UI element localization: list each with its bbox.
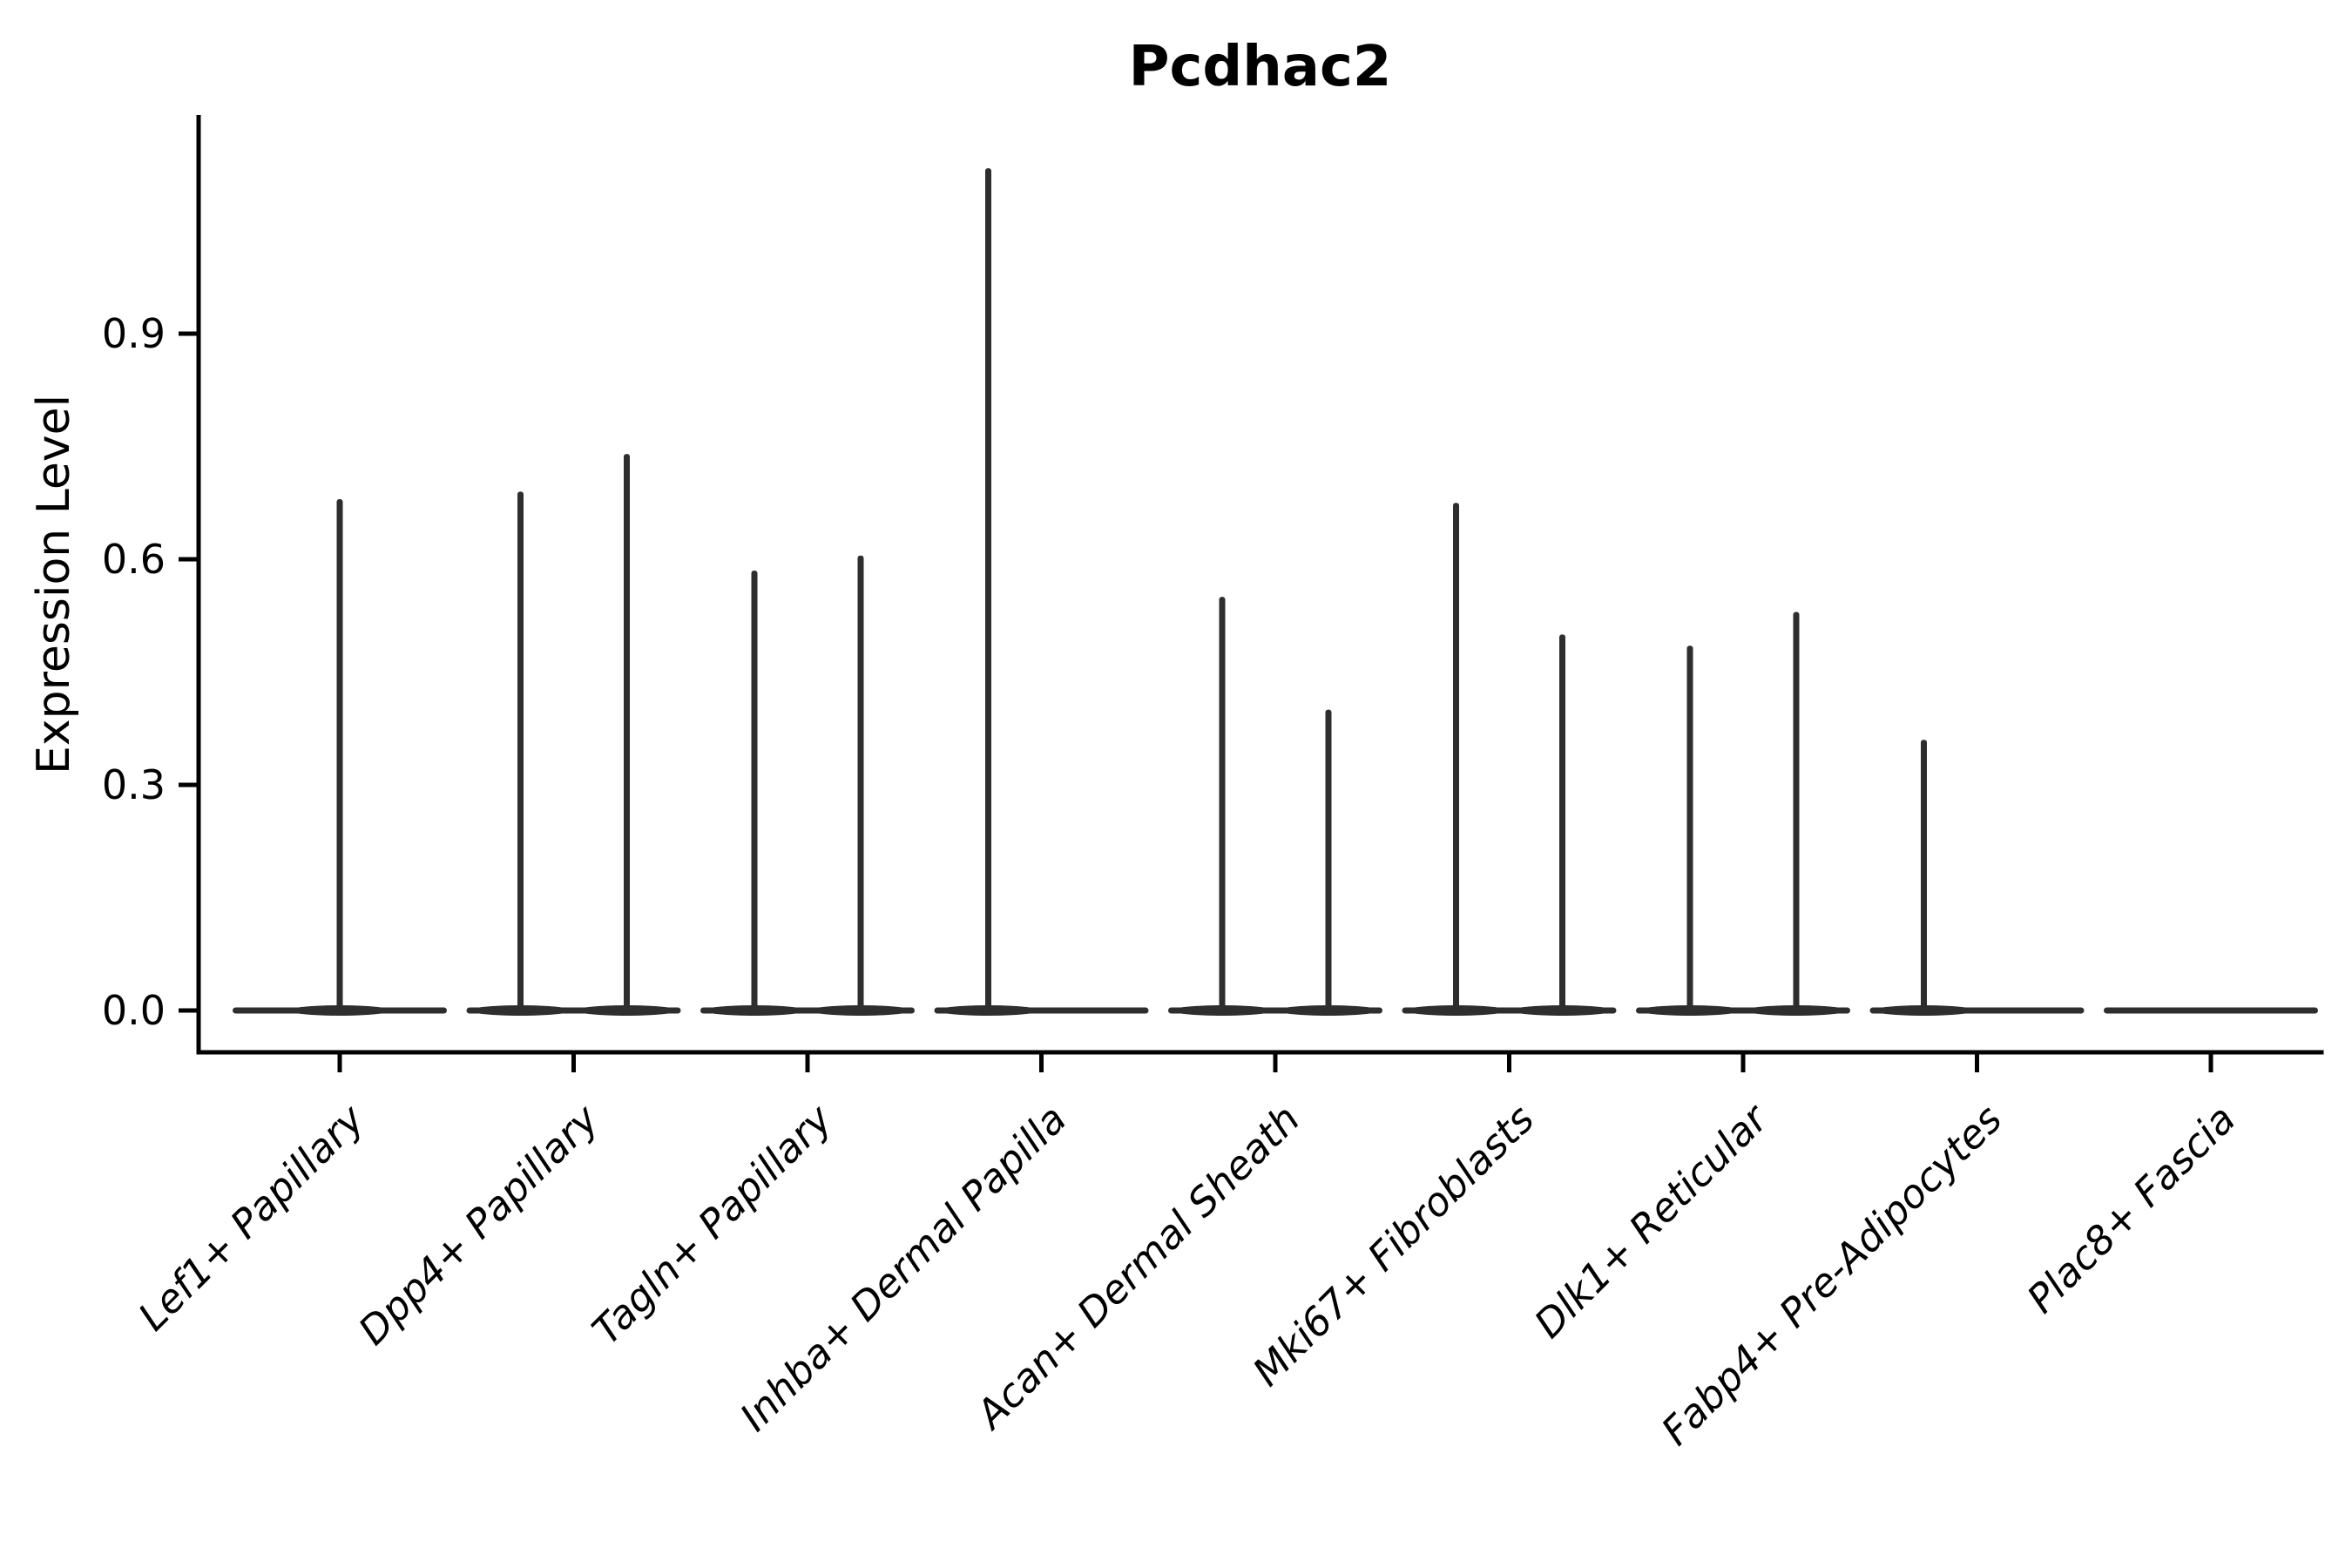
y-tick xyxy=(179,331,199,336)
violin-baseline xyxy=(700,1007,915,1014)
x-tick xyxy=(805,1052,810,1072)
violin-baseline xyxy=(1168,1007,1382,1014)
violin-spike xyxy=(1559,634,1565,1010)
violin-spike xyxy=(336,498,343,1010)
violin-spike xyxy=(1325,709,1332,1010)
violin-baseline xyxy=(1869,1007,2085,1014)
x-tick xyxy=(2208,1052,2213,1072)
violin-spike xyxy=(1921,740,1927,1010)
y-tick xyxy=(179,1008,199,1013)
violin-baseline xyxy=(934,1007,1149,1014)
violin-spike xyxy=(1793,612,1800,1010)
violin-baseline xyxy=(1402,1007,1617,1014)
x-tick xyxy=(1273,1052,1278,1072)
y-tick xyxy=(179,557,199,562)
violin-spike xyxy=(517,491,524,1010)
violin-spike xyxy=(1686,645,1693,1010)
x-tick xyxy=(1975,1052,1979,1072)
x-tick xyxy=(1740,1052,1746,1072)
violin-baseline xyxy=(2104,1007,2318,1014)
y-tick-label-0.0: 0.0 xyxy=(101,987,166,1034)
violin-baseline xyxy=(466,1007,681,1014)
y-axis-label: Expression Level xyxy=(28,394,80,775)
y-axis-spine xyxy=(196,115,201,1055)
y-tick-label-0.3: 0.3 xyxy=(101,761,166,808)
x-tick xyxy=(571,1052,576,1072)
violin-spike xyxy=(1453,503,1459,1010)
x-tick xyxy=(337,1052,342,1072)
y-tick xyxy=(179,782,199,787)
chart-title: Pcdhac2 xyxy=(1128,35,1392,99)
y-tick-label-0.6: 0.6 xyxy=(101,536,166,584)
x-tick xyxy=(1039,1052,1044,1072)
x-axis-spine xyxy=(196,1050,2324,1055)
violin-spike xyxy=(751,570,758,1010)
violin-baseline xyxy=(1636,1007,1850,1014)
violin-spike xyxy=(857,555,864,1010)
violin-spike xyxy=(985,168,991,1010)
y-tick-label-0.9: 0.9 xyxy=(101,310,166,358)
violin-spike xyxy=(624,454,630,1010)
violin-spike xyxy=(1219,597,1226,1010)
x-tick xyxy=(1507,1052,1511,1072)
